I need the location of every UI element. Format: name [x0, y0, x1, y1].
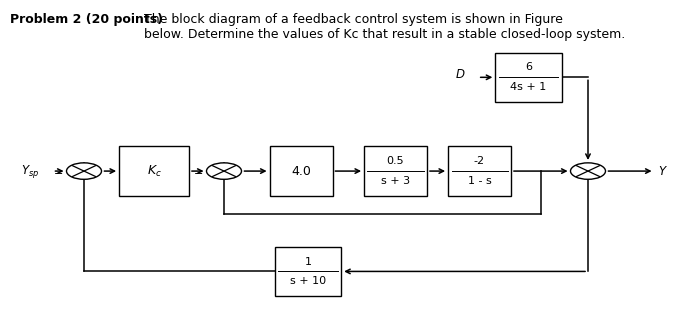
- Text: 0.5: 0.5: [386, 156, 405, 166]
- Text: Problem 2 (20 points): Problem 2 (20 points): [10, 13, 163, 26]
- Bar: [274, 247, 342, 296]
- Bar: [119, 146, 189, 196]
- Text: $K_c$: $K_c$: [146, 164, 162, 179]
- Text: 6: 6: [525, 63, 532, 72]
- Circle shape: [570, 163, 606, 179]
- Bar: [270, 146, 332, 196]
- Text: $-$: $-$: [193, 167, 203, 177]
- Text: $Y$: $Y$: [658, 164, 668, 178]
- Text: $Y_{sp}$: $Y_{sp}$: [21, 163, 39, 180]
- Text: s + 3: s + 3: [381, 176, 410, 186]
- Text: s + 10: s + 10: [290, 276, 326, 286]
- Bar: [448, 146, 511, 196]
- Text: 4.0: 4.0: [291, 164, 311, 178]
- Text: 4s + 1: 4s + 1: [510, 82, 547, 92]
- Bar: [364, 146, 427, 196]
- Text: -2: -2: [474, 156, 485, 166]
- Text: The block diagram of a feedback control system is shown in Figure
below. Determi: The block diagram of a feedback control …: [144, 13, 626, 41]
- Text: $D$: $D$: [455, 67, 466, 81]
- Text: 1: 1: [304, 257, 312, 266]
- Text: 1 - s: 1 - s: [468, 176, 491, 186]
- Text: $-$: $-$: [53, 167, 63, 177]
- Bar: [496, 53, 561, 102]
- Circle shape: [66, 163, 102, 179]
- Circle shape: [206, 163, 242, 179]
